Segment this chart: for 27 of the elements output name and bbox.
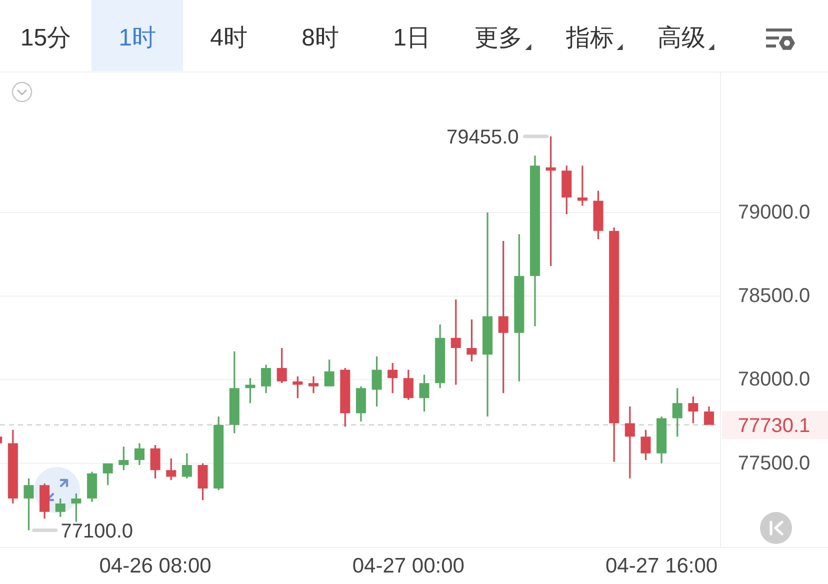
text: 1日 — [393, 24, 430, 52]
candlestick — [292, 376, 303, 398]
annotation: 77100.0 — [60, 520, 134, 542]
text: 高级 — [657, 24, 706, 52]
candlestick — [482, 212, 493, 417]
x-tick-label: 04-27 16:00 — [605, 554, 718, 578]
candlestick — [166, 458, 176, 480]
ref-line-label: 77730.1 — [738, 414, 810, 437]
text: 更多 — [474, 24, 522, 52]
text: 8时 — [302, 24, 339, 52]
candlestick — [498, 240, 508, 394]
x-tick-label: 04-27 00:00 — [352, 554, 464, 578]
candlestick — [450, 299, 461, 385]
x-tick-label: 04-26 08:00 — [99, 554, 212, 578]
y-tick-label: 78500.0 — [738, 285, 810, 308]
y-tick-label: 78000.0 — [738, 368, 810, 391]
y-tick-label: 77500.0 — [738, 452, 810, 474]
candlestick — [546, 136, 556, 266]
text: 15分 — [20, 24, 72, 52]
y-tick-label: 79000.0 — [738, 201, 810, 224]
candlestick — [624, 406, 635, 478]
text: 4时 — [210, 24, 248, 52]
text: 指标 — [564, 24, 614, 52]
candlestick — [577, 166, 588, 206]
text: 1时 — [118, 24, 156, 52]
annotation: 79455.0 — [446, 126, 519, 148]
candlestick — [308, 376, 318, 394]
